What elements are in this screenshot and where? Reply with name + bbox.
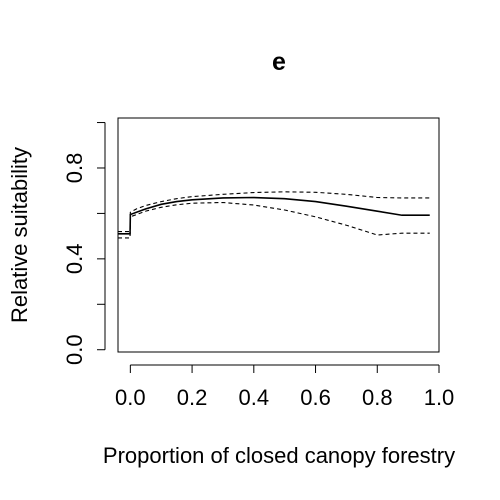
x-tick-label: 0.4: [239, 385, 270, 410]
y-tick-label: 0.0: [62, 334, 87, 365]
y-tick-label: 0.4: [62, 244, 87, 275]
x-tick-label: 0.8: [362, 385, 393, 410]
x-axis: 0.0 0.2 0.4 0.6 0.8 1.0: [115, 365, 454, 410]
x-tick-label: 0.6: [300, 385, 331, 410]
series-line-fit: [118, 198, 430, 234]
y-axis: 0.0 0.4 0.8: [62, 123, 105, 365]
series-group: [118, 192, 430, 238]
x-tick-label: 1.0: [424, 385, 455, 410]
x-axis-label: Proportion of closed canopy forestry: [103, 443, 455, 468]
y-axis-label: Relative suitability: [7, 147, 32, 323]
chart-title: e: [272, 48, 286, 76]
x-tick-label: 0.0: [115, 385, 146, 410]
series-line-ci-2: [118, 203, 430, 238]
x-tick-label: 0.2: [177, 385, 208, 410]
y-tick-label: 0.8: [62, 153, 87, 184]
plot-frame: [118, 118, 439, 352]
